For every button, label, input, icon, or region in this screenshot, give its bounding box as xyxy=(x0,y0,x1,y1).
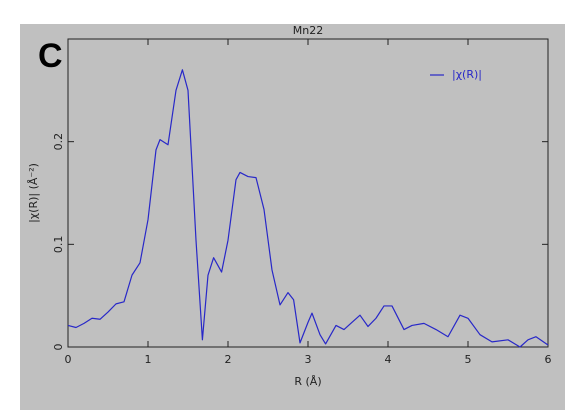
x-axis-label: R (Å) xyxy=(294,375,321,388)
figure-background xyxy=(20,24,565,410)
chart-title: Mn22 xyxy=(293,24,323,37)
panel-label: C xyxy=(38,37,63,75)
x-tick-label: 0 xyxy=(65,353,72,366)
x-tick-label: 3 xyxy=(305,353,312,366)
x-tick-label: 4 xyxy=(385,353,392,366)
data-line xyxy=(67,69,549,348)
x-tick-label: 2 xyxy=(225,353,232,366)
x-tick-label: 1 xyxy=(145,353,152,366)
y-tick-label: 0.1 xyxy=(52,236,65,254)
y-axis-label: |χ(R)| (Å⁻²) xyxy=(27,163,40,223)
x-tick-label: 6 xyxy=(545,353,552,366)
legend-label: |χ(R)| xyxy=(452,68,482,81)
x-tick-label: 5 xyxy=(465,353,472,366)
y-tick-label: 0 xyxy=(52,344,65,351)
y-tick-label: 0.2 xyxy=(52,133,65,151)
